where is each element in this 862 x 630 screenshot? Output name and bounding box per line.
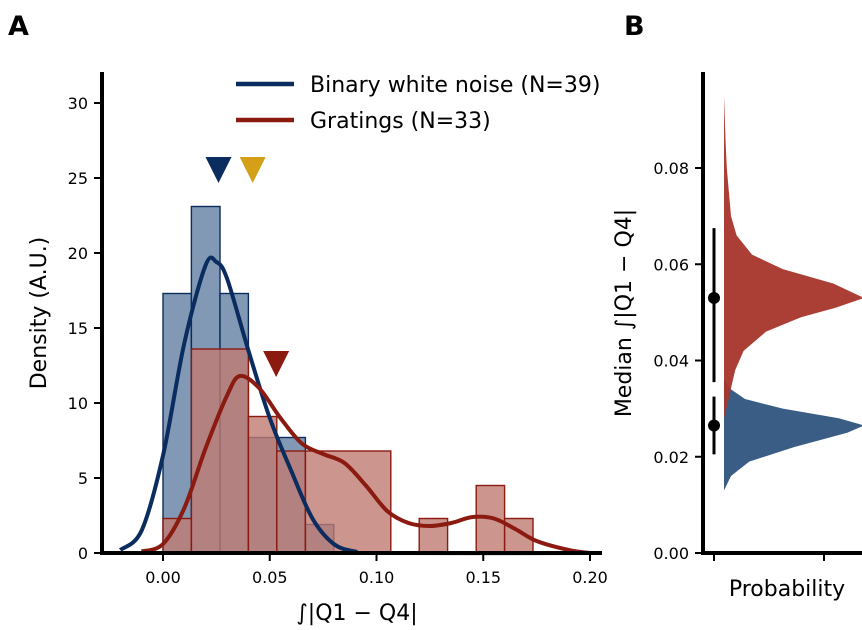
legend: Binary white noise (N=39) Gratings (N=33) (236, 73, 600, 134)
median-dot (708, 291, 720, 304)
panel-b-violin: 0.00 0.02 0.04 0.06 0.08 Probability Median … (612, 72, 862, 602)
kde-line-gratings (140, 373, 591, 555)
y-tick-label-b: 0.06 (653, 255, 689, 274)
legend-label: Gratings (N=33) (310, 109, 491, 134)
x-tick-label: 0.00 (145, 568, 181, 587)
panel-a-histogram: 0.00 0.05 0.10 0.15 0.20 0 5 10 15 20 25 30 Binary … (27, 72, 608, 626)
y-tick-label: 5 (78, 469, 88, 488)
median-marker-noise (205, 157, 232, 183)
median-markers (205, 157, 290, 377)
violin-gratings (724, 95, 862, 419)
median-marker-gold (239, 157, 266, 183)
y-tick-label-b: 0.04 (653, 352, 689, 371)
x-tick-label: 0.15 (465, 568, 501, 587)
x-tick-label: 0.20 (572, 568, 608, 587)
histogram-bars (162, 205, 534, 554)
y-tick-label: 30 (68, 94, 88, 113)
panel-label-a: A (8, 11, 29, 42)
hist-bar-gratings-1 (190, 348, 250, 554)
y-axis-label-b: Median ∫|Q1 − Q4| (612, 209, 637, 417)
x-axis-label: ∫|Q1 − Q4| (296, 601, 417, 626)
hist-bar-gratings-2 (247, 415, 278, 554)
x-tick-label: 0.05 (252, 568, 288, 587)
y-tick-label: 0 (78, 544, 88, 563)
confidence-intervals (708, 228, 720, 455)
y-tick-label: 10 (68, 394, 88, 413)
y-tick-label: 20 (68, 244, 88, 263)
y-tick-label: 15 (68, 319, 88, 338)
y-axis-label: Density (A.U.) (27, 237, 52, 390)
y-tick-label-b: 0.02 (653, 448, 689, 467)
x-tick-label: 0.10 (359, 568, 395, 587)
y-tick-label-b: 0.08 (653, 159, 689, 178)
panel-a-axes: 0.00 0.05 0.10 0.15 0.20 0 5 10 15 20 25 30 (68, 72, 608, 587)
median-marker-gratings (263, 351, 290, 377)
median-dot (708, 419, 720, 432)
y-tick-label: 25 (68, 169, 88, 188)
panel-label-b: B (624, 11, 645, 42)
y-tick-label-b: 0.00 (653, 544, 689, 563)
panel-b-axes: 0.00 0.02 0.04 0.06 0.08 (653, 72, 862, 563)
legend-label: Binary white noise (N=39) (310, 73, 600, 98)
violins (724, 95, 862, 491)
x-axis-label-b: Probability (729, 577, 845, 602)
violin-noise (724, 379, 862, 491)
